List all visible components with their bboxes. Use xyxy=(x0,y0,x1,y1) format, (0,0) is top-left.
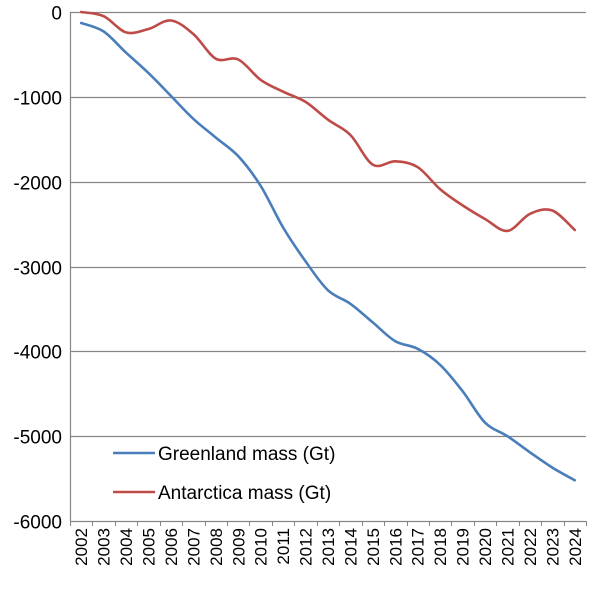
x-tick-label: 2012 xyxy=(297,528,316,566)
y-tick-label: -5000 xyxy=(13,428,62,449)
x-tick-label: 2008 xyxy=(207,528,226,566)
x-tick-label: 2014 xyxy=(341,528,360,566)
legend-label: Greenland mass (Gt) xyxy=(158,444,335,465)
x-tick-label: 2020 xyxy=(476,528,495,566)
x-tick-label: 2005 xyxy=(140,528,159,566)
y-tick-label: -6000 xyxy=(13,513,62,534)
series-line-greenland xyxy=(79,21,577,482)
x-tick-label: 2009 xyxy=(229,528,248,566)
x-tick-label: 2013 xyxy=(319,528,338,566)
y-tick-label: 0 xyxy=(51,4,62,25)
x-tick-label: 2003 xyxy=(95,528,114,566)
series-line-antarctica xyxy=(79,10,577,233)
x-tick-label: 2002 xyxy=(72,528,91,566)
x-tick-label: 2006 xyxy=(162,528,181,566)
series-lines xyxy=(79,10,577,482)
y-tick-label: -4000 xyxy=(13,343,62,364)
legend: Greenland mass (Gt) Antarctica mass (Gt) xyxy=(113,444,335,504)
y-tick-label: -1000 xyxy=(13,89,62,110)
x-tick-label: 2019 xyxy=(454,528,473,566)
x-tick-label: 2010 xyxy=(252,528,271,566)
x-tick-label: 2023 xyxy=(543,528,562,566)
x-tick-label: 2018 xyxy=(431,528,450,566)
y-tick-label: -2000 xyxy=(13,174,62,195)
x-tick-label: 2016 xyxy=(386,528,405,566)
x-tick-label: 2021 xyxy=(498,528,517,566)
x-tick-label: 2004 xyxy=(117,528,136,566)
x-axis: 2002 2003 2004 2005 2006 2007 2008 2009 2010 2011… xyxy=(70,521,587,566)
x-tick-label: 2007 xyxy=(184,528,203,566)
x-tick-label: 2022 xyxy=(521,528,540,566)
x-tick-label: 2017 xyxy=(409,528,428,566)
legend-label: Antarctica mass (Gt) xyxy=(158,483,331,504)
x-tick-label: 2024 xyxy=(566,528,585,566)
x-tick-label: 2011 xyxy=(274,528,293,565)
x-tick-label: 2015 xyxy=(364,528,383,566)
y-tick-label: -3000 xyxy=(13,259,62,280)
gridlines xyxy=(70,11,586,523)
y-axis: 0 -1000 -2000 -3000 -4000 -5000 -6000 xyxy=(13,4,72,534)
